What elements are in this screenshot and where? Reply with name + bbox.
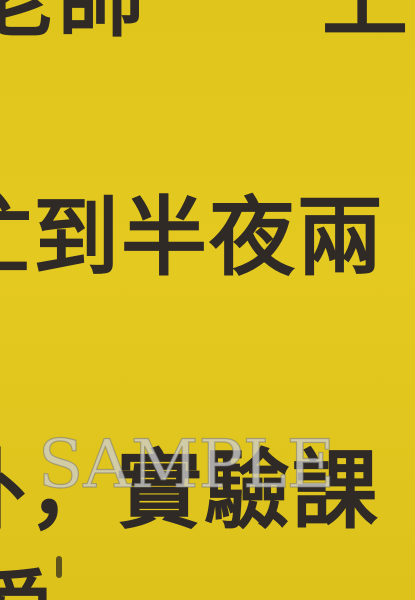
sample-watermark: SAMPLE xyxy=(37,426,335,503)
sign-text-line: 外，實驗課 xyxy=(0,441,380,541)
sign-text-line: 老師 上課 xyxy=(0,0,415,42)
sign-text-line: 忙到半夜兩 xyxy=(0,188,385,288)
sign-text-line: 。 xyxy=(0,320,54,406)
ink-smudge xyxy=(56,556,62,578)
sign-text-line: 爱 xyxy=(0,568,54,600)
sign-text-line: 。 xyxy=(0,50,54,136)
